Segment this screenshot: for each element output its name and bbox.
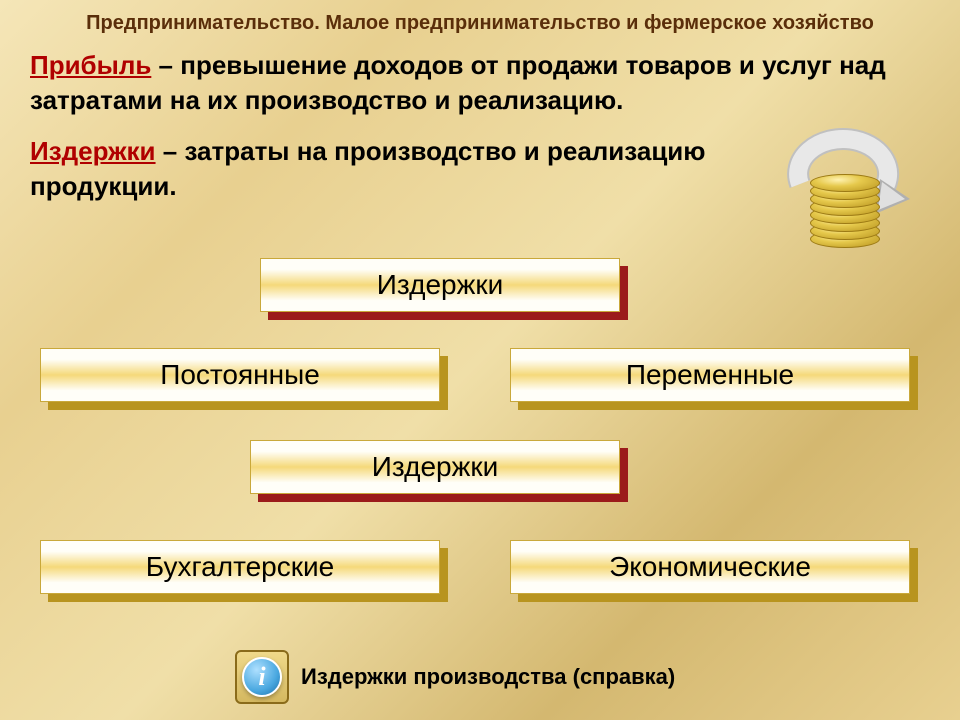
info-icon[interactable]: i xyxy=(235,650,289,704)
box-variable: Переменные xyxy=(510,348,910,402)
box-costs2: Издержки xyxy=(250,440,620,494)
box-fixed: Постоянные xyxy=(40,348,440,402)
term-costs: Издержки xyxy=(30,136,156,166)
definition-costs-row: Издержки – затраты на производство и реа… xyxy=(30,134,930,254)
definition-costs: Издержки – затраты на производство и реа… xyxy=(30,134,740,204)
info-circle: i xyxy=(242,657,282,697)
term-profit: Прибыль xyxy=(30,50,151,80)
info-link-row[interactable]: i Издержки производства (справка) xyxy=(235,650,675,704)
box-accounting: Бухгалтерские xyxy=(40,540,440,594)
slide-page: Предпринимательство. Малое предпринимате… xyxy=(0,0,960,720)
box-economic: Экономические xyxy=(510,540,910,594)
box-costs1: Издержки xyxy=(260,258,620,312)
coin-stack xyxy=(810,174,890,254)
coins-illustration xyxy=(750,104,940,254)
info-label[interactable]: Издержки производства (справка) xyxy=(301,664,675,690)
slide-title: Предпринимательство. Малое предпринимате… xyxy=(30,10,930,36)
info-letter: i xyxy=(258,662,265,692)
